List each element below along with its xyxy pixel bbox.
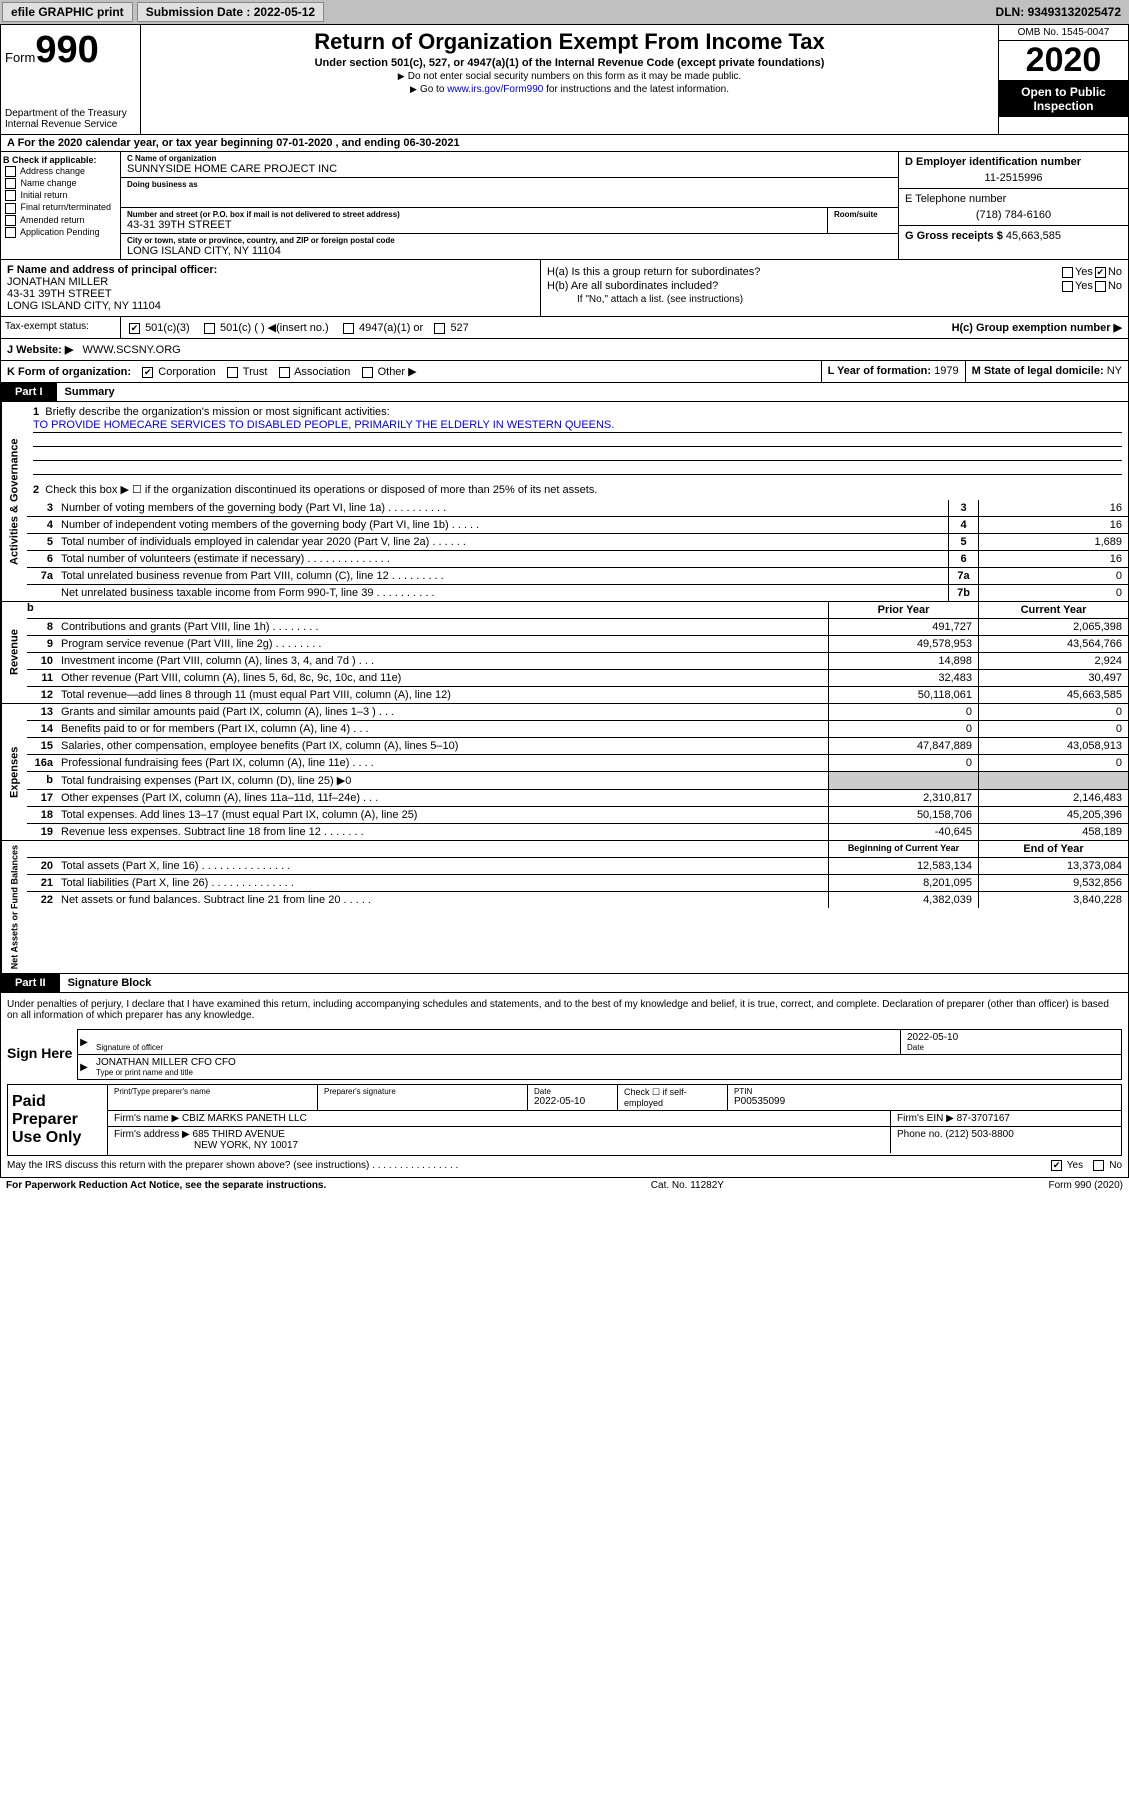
row-a: A For the 2020 calendar year, or tax yea… — [1, 135, 1128, 152]
table-row: 20Total assets (Part X, line 16) . . . .… — [27, 858, 1128, 875]
tax-exempt-row: Tax-exempt status: 501(c)(3) 501(c) ( ) … — [1, 317, 1128, 339]
part1-header: Part I Summary — [1, 383, 1128, 402]
part2-header: Part II Signature Block — [1, 974, 1128, 993]
footer: For Paperwork Reduction Act Notice, see … — [0, 1178, 1129, 1193]
table-row: 19Revenue less expenses. Subtract line 1… — [27, 824, 1128, 840]
table-row: 18Total expenses. Add lines 13–17 (must … — [27, 807, 1128, 824]
table-row: 7aTotal unrelated business revenue from … — [27, 568, 1128, 585]
header-right: OMB No. 1545-0047 2020 Open to Public In… — [998, 25, 1128, 134]
sig-area: Under penalties of perjury, I declare th… — [1, 993, 1128, 1177]
table-row: bTotal fundraising expenses (Part IX, co… — [27, 772, 1128, 790]
table-row: 16aProfessional fundraising fees (Part I… — [27, 755, 1128, 772]
col-d: D Employer identification number11-25159… — [898, 152, 1128, 259]
table-row: 10Investment income (Part VIII, column (… — [27, 653, 1128, 670]
efile-btn[interactable]: efile GRAPHIC print — [2, 2, 133, 22]
subdate-btn[interactable]: Submission Date : 2022-05-12 — [137, 2, 324, 22]
table-row: 22Net assets or fund balances. Subtract … — [27, 892, 1128, 908]
col-c: C Name of organizationSUNNYSIDE HOME CAR… — [121, 152, 898, 259]
rev-section: Revenue bPrior YearCurrent Year 8Contrib… — [1, 602, 1128, 704]
table-row: 11Other revenue (Part VIII, column (A), … — [27, 670, 1128, 687]
table-row: 4Number of independent voting members of… — [27, 517, 1128, 534]
exp-section: Expenses 13Grants and similar amounts pa… — [1, 704, 1128, 841]
table-row: 13Grants and similar amounts paid (Part … — [27, 704, 1128, 721]
section-fh: F Name and address of principal officer:… — [1, 260, 1128, 317]
table-row: 15Salaries, other compensation, employee… — [27, 738, 1128, 755]
table-row: 21Total liabilities (Part X, line 26) . … — [27, 875, 1128, 892]
table-row: 17Other expenses (Part IX, column (A), l… — [27, 790, 1128, 807]
col-b: B Check if applicable: Address change Na… — [1, 152, 121, 259]
dln: DLN: 93493132025472 — [996, 5, 1127, 19]
table-row: 14Benefits paid to or for members (Part … — [27, 721, 1128, 738]
net-section: Net Assets or Fund Balances Beginning of… — [1, 841, 1128, 974]
header-title: Return of Organization Exempt From Incom… — [141, 25, 998, 134]
table-row: 6Total number of volunteers (estimate if… — [27, 551, 1128, 568]
gov-section: Activities & Governance 1 Briefly descri… — [1, 402, 1128, 602]
table-row: 8Contributions and grants (Part VIII, li… — [27, 619, 1128, 636]
table-row: Net unrelated business taxable income fr… — [27, 585, 1128, 601]
preparer-block: Paid Preparer Use Only Print/Type prepar… — [7, 1084, 1122, 1156]
website-row: J Website: ▶ WWW.SCSNY.ORG — [1, 339, 1128, 361]
col-h: H(a) Is this a group return for subordin… — [541, 260, 1128, 316]
col-f: F Name and address of principal officer:… — [1, 260, 541, 316]
table-row: 12Total revenue—add lines 8 through 11 (… — [27, 687, 1128, 703]
table-row: 9Program service revenue (Part VIII, lin… — [27, 636, 1128, 653]
irs-link[interactable]: www.irs.gov/Form990 — [447, 84, 543, 95]
header: Form990 Department of the Treasury Inter… — [1, 25, 1128, 135]
form-main: Form990 Department of the Treasury Inter… — [0, 24, 1129, 1178]
table-row: 5Total number of individuals employed in… — [27, 534, 1128, 551]
topbar: efile GRAPHIC print Submission Date : 20… — [0, 0, 1129, 24]
table-row: 3Number of voting members of the governi… — [27, 500, 1128, 517]
header-left: Form990 Department of the Treasury Inter… — [1, 25, 141, 134]
section-bcd: B Check if applicable: Address change Na… — [1, 152, 1128, 260]
kform-row: K Form of organization: Corporation Trus… — [1, 361, 1128, 383]
